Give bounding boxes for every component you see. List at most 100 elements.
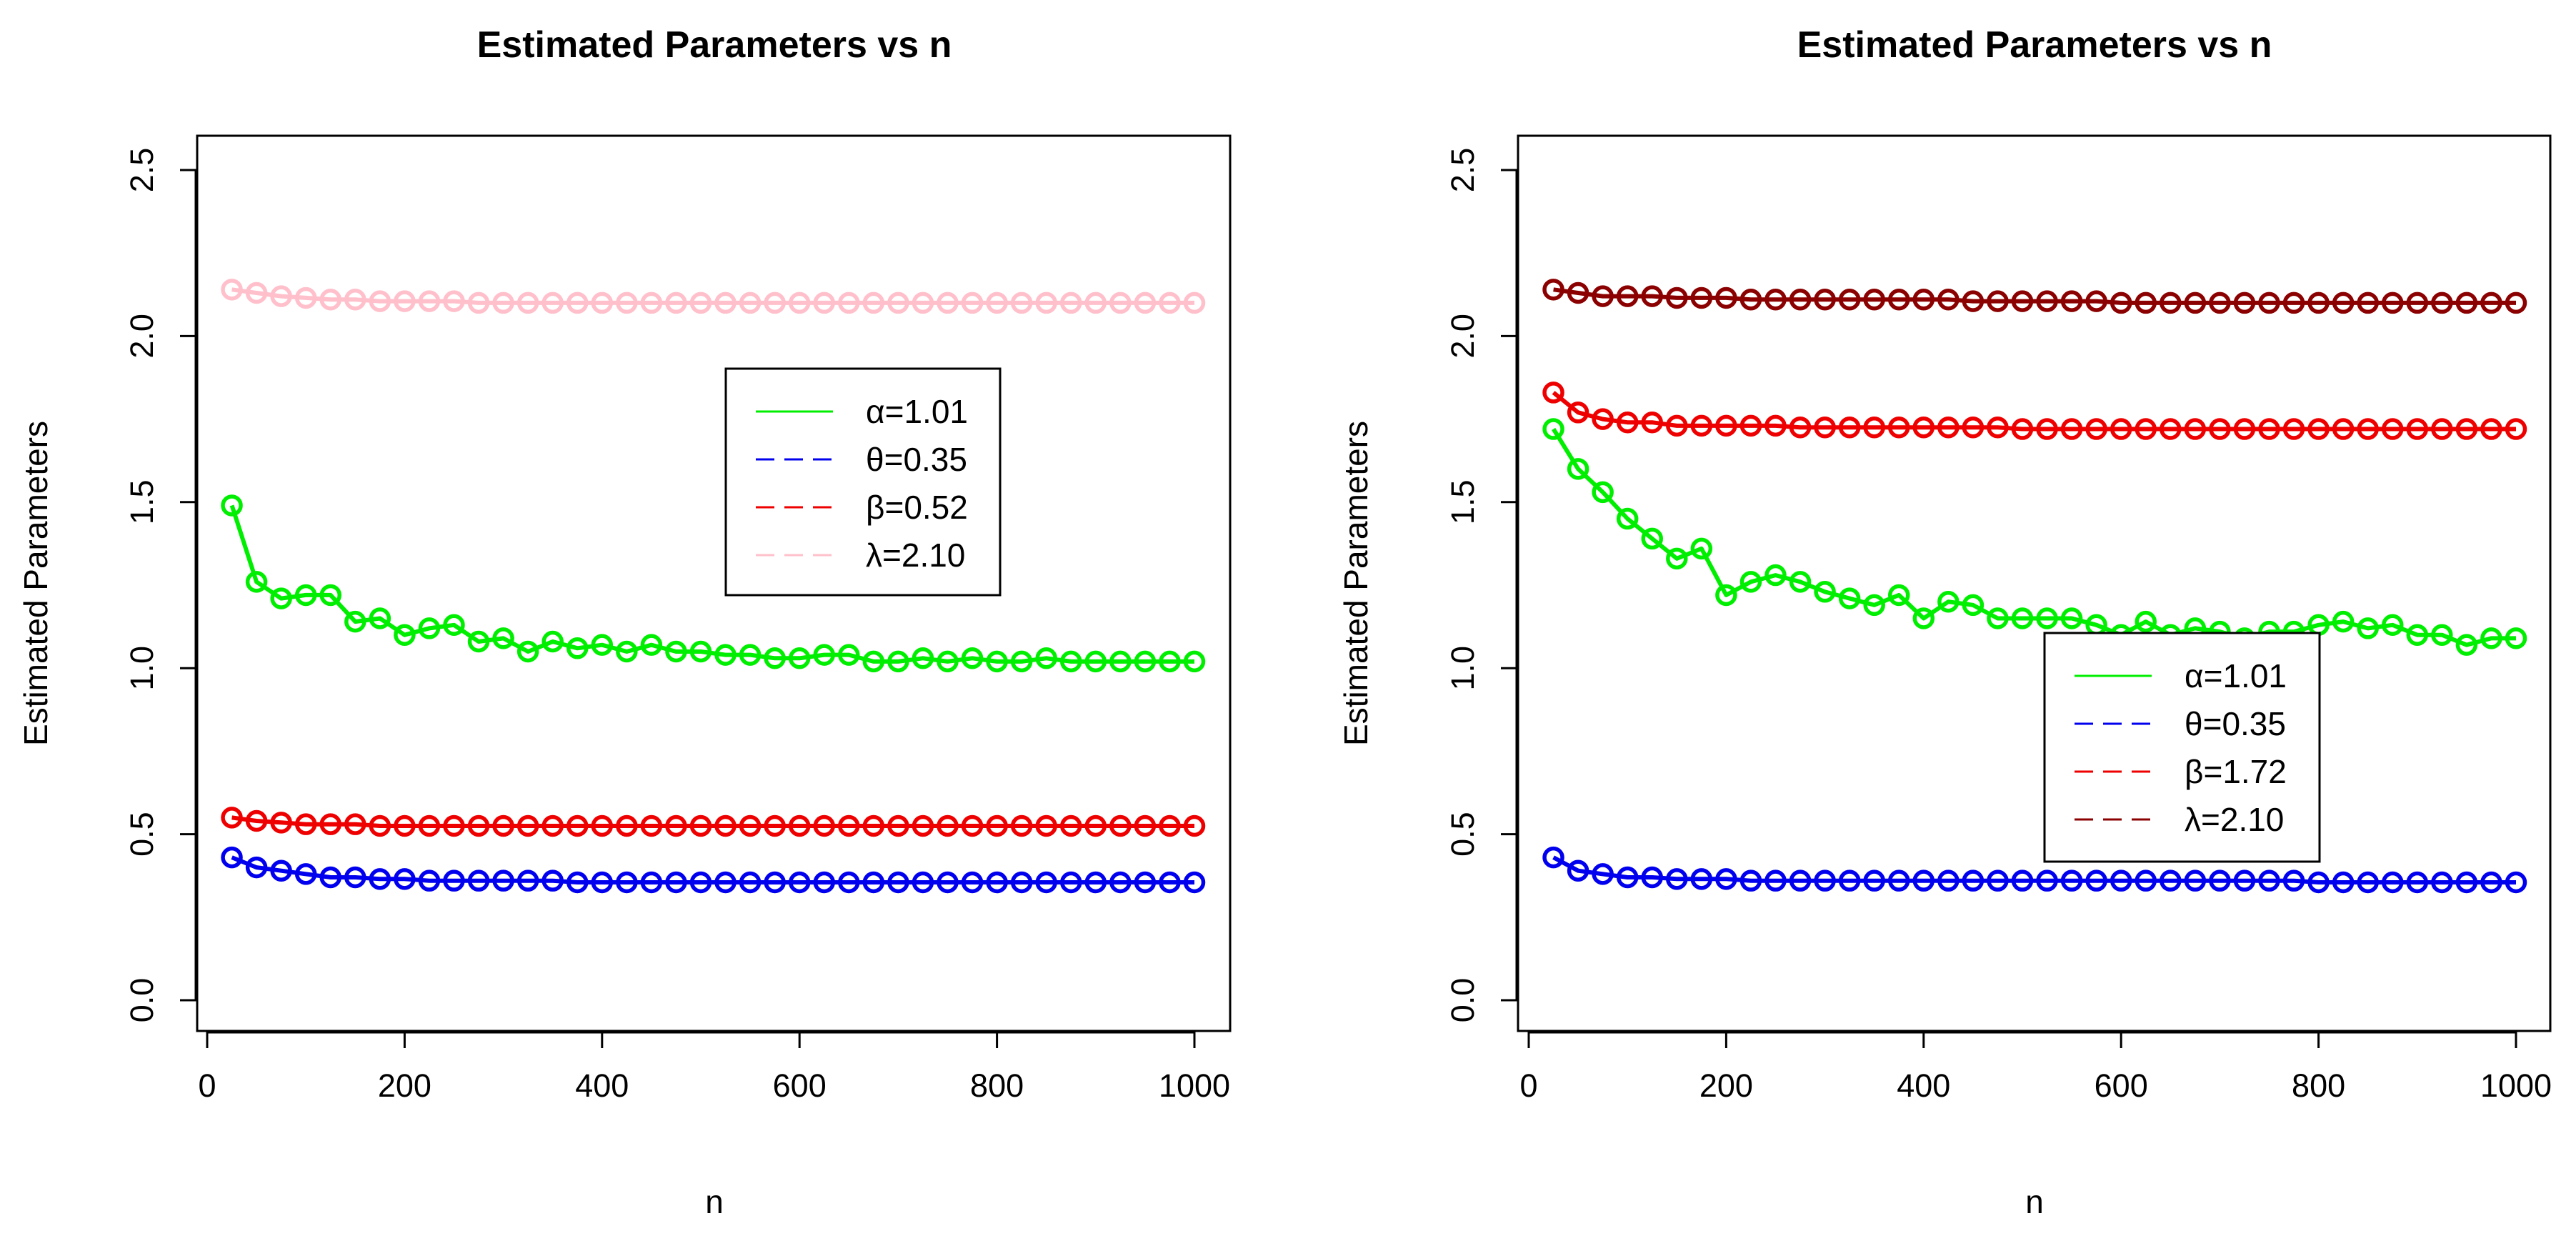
data-point	[516, 814, 539, 837]
data-point	[418, 814, 441, 837]
series-line	[1552, 427, 2516, 647]
series-line	[1553, 287, 2516, 305]
data-point	[1937, 289, 1960, 311]
data-point	[2282, 291, 2305, 314]
data-point	[319, 866, 341, 889]
data-point	[788, 871, 811, 894]
data-point	[2431, 624, 2453, 646]
data-point	[961, 647, 984, 669]
data-point	[1542, 418, 1564, 440]
data-point	[2110, 291, 2132, 314]
data-point	[1666, 286, 1688, 309]
data-point	[2332, 871, 2355, 894]
series-line	[1552, 855, 2516, 884]
legend-box	[2043, 632, 2321, 863]
legend-label: β=0.52	[866, 489, 968, 526]
data-point	[1641, 527, 1663, 550]
data-point	[1666, 547, 1688, 570]
data-point	[541, 291, 564, 314]
data-point	[1010, 871, 1033, 894]
data-point	[689, 291, 712, 314]
series-4	[221, 279, 1206, 314]
data-point	[294, 286, 317, 309]
data-point	[344, 289, 366, 311]
data-point	[813, 871, 835, 894]
data-point	[1690, 868, 1713, 890]
data-point	[270, 285, 292, 307]
x-tick-label: 400	[575, 1067, 629, 1104]
y-axis: 0.0 0.5 1.0 1.5 2.0 2.5	[124, 148, 197, 1022]
data-point	[418, 290, 441, 312]
data-point	[1542, 846, 1564, 869]
data-point	[2209, 291, 2231, 314]
data-point	[1987, 869, 2009, 892]
data-point	[1838, 416, 1861, 439]
data-point	[640, 814, 663, 837]
data-point	[591, 634, 614, 656]
data-point	[1863, 869, 1885, 892]
y-axis: 0.0 0.5 1.0 1.5 2.0 2.5	[1444, 148, 1518, 1022]
data-point	[2233, 291, 2256, 314]
data-point	[2307, 871, 2330, 894]
series-line	[231, 855, 1194, 884]
series-2	[221, 846, 1206, 894]
series-line	[1552, 391, 2516, 432]
x-axis-title: n	[2025, 1183, 2044, 1220]
data-point	[986, 814, 1008, 837]
data-point	[1567, 281, 1589, 304]
data-point	[665, 291, 687, 314]
data-point	[1641, 285, 1663, 307]
data-point	[986, 291, 1008, 314]
data-point	[270, 587, 292, 609]
data-point	[2135, 610, 2157, 633]
data-point	[2505, 627, 2527, 649]
data-point	[2258, 418, 2280, 440]
data-point	[1838, 289, 1861, 311]
data-point	[862, 814, 885, 837]
data-point	[1060, 814, 1082, 837]
data-point	[1814, 289, 1836, 311]
data-point	[1109, 291, 1132, 314]
data-point	[2085, 418, 2107, 440]
y-tick-label: 0.5	[1444, 812, 1481, 857]
data-point	[2160, 418, 2182, 440]
data-point	[2307, 418, 2330, 440]
data-point	[1789, 869, 1812, 892]
data-point	[591, 291, 614, 314]
data-point	[1616, 507, 1639, 530]
data-point	[418, 617, 441, 639]
data-point	[2060, 607, 2083, 629]
chart-title: Estimated Parameters vs n	[477, 24, 952, 66]
data-point	[2406, 624, 2429, 646]
x-tick-label: 600	[2095, 1067, 2148, 1104]
data-point	[665, 871, 687, 894]
data-point	[1159, 871, 1181, 894]
data-point	[986, 871, 1008, 894]
data-point	[2060, 418, 2083, 440]
series-3	[221, 807, 1206, 837]
data-point	[2011, 290, 2034, 312]
data-point	[640, 634, 663, 656]
data-point	[2060, 869, 2083, 892]
data-point	[369, 868, 391, 890]
data-point	[1616, 285, 1639, 307]
data-point	[838, 291, 860, 314]
data-point	[566, 871, 589, 894]
data-point	[1739, 571, 1762, 593]
data-point	[1690, 414, 1713, 437]
series-3	[1542, 382, 2527, 440]
data-point	[1764, 869, 1787, 892]
data-point	[1084, 291, 1107, 314]
data-point	[2382, 418, 2404, 440]
data-point	[492, 814, 514, 837]
data-point	[2209, 869, 2231, 892]
data-point	[1912, 607, 1935, 629]
legend-box	[724, 367, 1002, 597]
data-point	[245, 809, 268, 832]
data-point	[1888, 289, 1910, 311]
data-point	[443, 614, 465, 637]
data-point	[1863, 594, 1885, 617]
data-point	[443, 869, 465, 892]
data-point	[1962, 869, 1985, 892]
data-point	[1789, 289, 1812, 311]
